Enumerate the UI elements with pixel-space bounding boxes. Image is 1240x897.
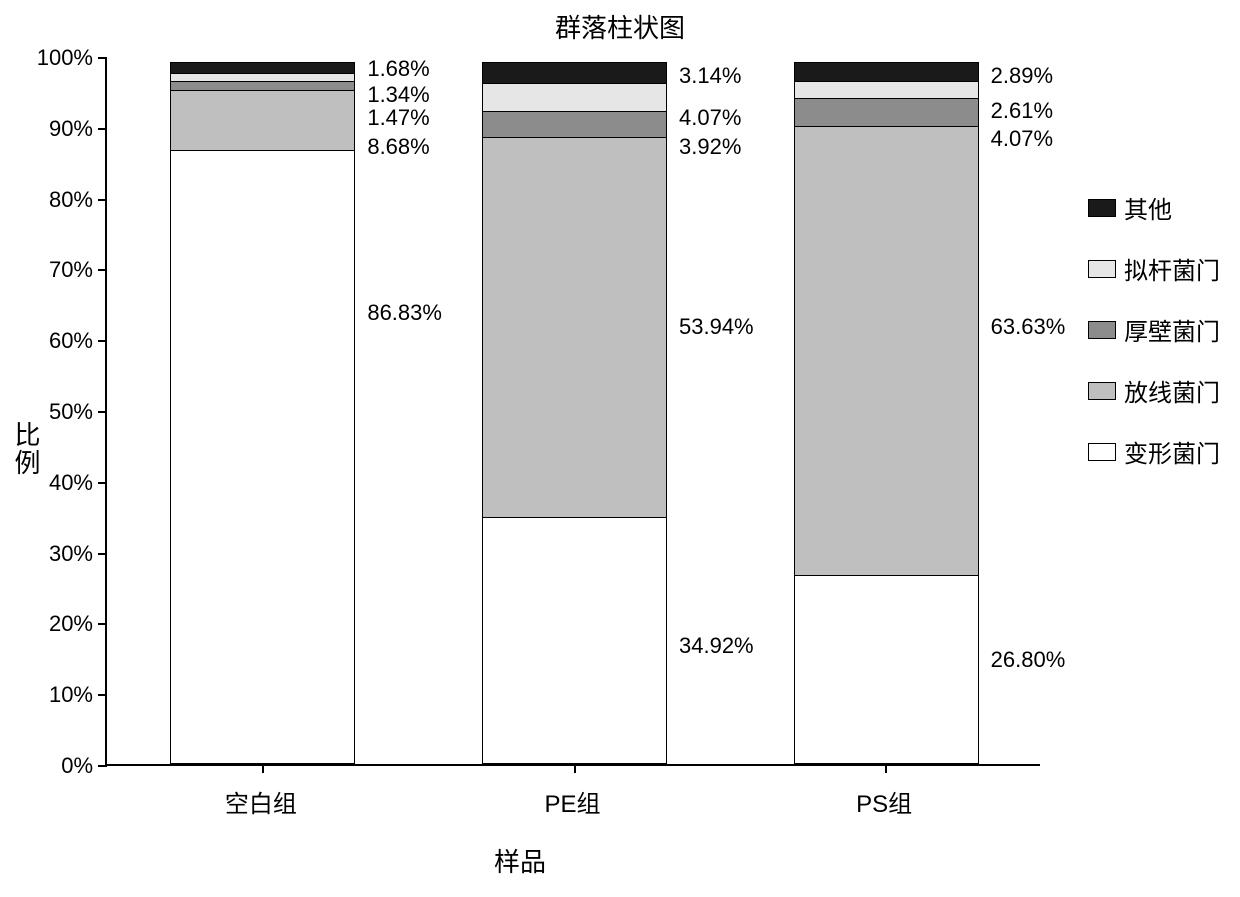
bar-segment-actinobacteria xyxy=(170,89,355,150)
x-tick xyxy=(262,764,264,773)
y-tick-label: 0% xyxy=(0,753,93,779)
stacked-bar xyxy=(482,56,667,764)
value-label: 1.34% xyxy=(367,82,429,108)
bar-segment-bacteroidetes xyxy=(794,81,979,99)
legend-item-firmicutes: 厚壁菌门 xyxy=(1088,312,1220,347)
bar-segment-firmicutes xyxy=(170,80,355,90)
value-label: 86.83% xyxy=(367,300,442,326)
legend-label: 放线菌门 xyxy=(1124,373,1220,408)
bar-segment-bacteroidetes xyxy=(482,83,667,112)
value-label: 4.07% xyxy=(679,105,741,131)
stacked-bar xyxy=(170,56,355,764)
bar-segment-other xyxy=(794,62,979,82)
value-label: 53.94% xyxy=(679,314,754,340)
y-tick xyxy=(98,553,107,555)
x-tick-label: PS组 xyxy=(856,784,912,819)
bar-segment-proteobacteria xyxy=(170,149,355,764)
y-tick xyxy=(98,128,107,130)
legend-swatch xyxy=(1088,260,1116,278)
plot-area: 86.83% 8.68% 1.47%1.34%1.68% 34.92% 53.94% 3.… xyxy=(105,58,1040,766)
y-tick xyxy=(98,482,107,484)
y-tick xyxy=(98,765,107,767)
value-label: 34.92% xyxy=(679,633,754,659)
value-label: 4.07% xyxy=(991,126,1053,152)
legend-label: 其他 xyxy=(1124,190,1172,225)
value-label: 2.89% xyxy=(991,63,1053,89)
x-tick-label: PE组 xyxy=(544,784,600,819)
legend-item-proteobacteria: 变形菌门 xyxy=(1088,434,1220,469)
y-tick xyxy=(98,269,107,271)
y-tick-label: 20% xyxy=(0,611,93,637)
value-label: 2.61% xyxy=(991,98,1053,124)
bar-segment-proteobacteria xyxy=(482,517,667,764)
bar-segment-actinobacteria xyxy=(482,136,667,518)
y-tick-label: 40% xyxy=(0,470,93,496)
legend-label: 拟杆菌门 xyxy=(1124,251,1220,286)
bar-segment-proteobacteria xyxy=(794,574,979,764)
bar-segment-other xyxy=(170,62,355,74)
value-label: 63.63% xyxy=(991,314,1066,340)
y-tick xyxy=(98,411,107,413)
legend-label: 变形菌门 xyxy=(1124,434,1220,469)
legend-swatch xyxy=(1088,199,1116,217)
value-label: 1.47% xyxy=(367,105,429,131)
value-label: 3.14% xyxy=(679,63,741,89)
chart-container: 群落柱状图 比例 86.83% 8.68% 1.47%1.34%1.68% 34.92… xyxy=(0,0,1240,897)
y-tick-label: 70% xyxy=(0,257,93,283)
legend-item-actinobacteria: 放线菌门 xyxy=(1088,373,1220,408)
y-tick xyxy=(98,340,107,342)
x-axis-title: 样品 xyxy=(0,842,1040,879)
y-tick-label: 90% xyxy=(0,116,93,142)
y-tick xyxy=(98,623,107,625)
y-tick xyxy=(98,694,107,696)
legend-item-bacteroidetes: 拟杆菌门 xyxy=(1088,251,1220,286)
stacked-bar xyxy=(794,56,979,764)
y-tick-label: 30% xyxy=(0,541,93,567)
legend-swatch xyxy=(1088,443,1116,461)
y-tick-label: 50% xyxy=(0,399,93,425)
legend-swatch xyxy=(1088,321,1116,339)
y-tick xyxy=(98,57,107,59)
y-tick-label: 60% xyxy=(0,328,93,354)
legend-item-other: 其他 xyxy=(1088,190,1220,225)
value-label: 8.68% xyxy=(367,134,429,160)
legend: 其他拟杆菌门厚壁菌门放线菌门变形菌门 xyxy=(1088,190,1220,469)
legend-label: 厚壁菌门 xyxy=(1124,312,1220,347)
y-tick-label: 10% xyxy=(0,682,93,708)
y-tick xyxy=(98,199,107,201)
bar-segment-firmicutes xyxy=(794,98,979,127)
x-tick xyxy=(574,764,576,773)
bar-segment-firmicutes xyxy=(482,110,667,138)
legend-swatch xyxy=(1088,382,1116,400)
bar-segment-actinobacteria xyxy=(794,125,979,576)
value-label: 26.80% xyxy=(991,647,1066,673)
x-tick xyxy=(885,764,887,773)
y-tick-label: 80% xyxy=(0,187,93,213)
bar-segment-other xyxy=(482,62,667,84)
y-axis-title: 比例 xyxy=(8,421,45,477)
value-label: 1.68% xyxy=(367,56,429,82)
value-label: 3.92% xyxy=(679,134,741,160)
chart-title: 群落柱状图 xyxy=(0,8,1240,45)
y-tick-label: 100% xyxy=(0,45,93,71)
x-tick-label: 空白组 xyxy=(225,784,297,819)
